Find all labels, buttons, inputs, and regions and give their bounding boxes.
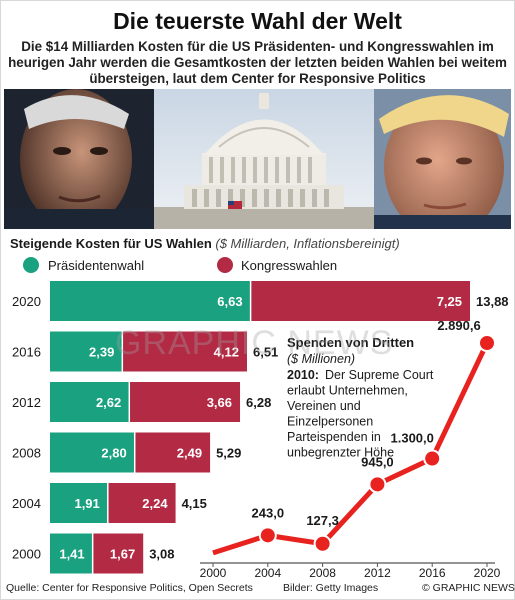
bar-year-label-2012: 2012	[12, 395, 41, 410]
legend-swatch-congressional	[217, 257, 233, 273]
bar-presidential-label-2016: 2,39	[89, 345, 114, 360]
line-x-tick-label-2012: 2012	[364, 566, 391, 580]
line-point-label-2016: 1.300,0	[391, 431, 434, 446]
bar-year-label-2020: 2020	[12, 294, 41, 309]
bar-total-label-2016: 6,51	[253, 345, 278, 360]
line-point-2008	[313, 534, 332, 553]
line-point-2020	[478, 334, 496, 352]
line-annotation-line: Parteispenden in	[287, 430, 381, 444]
bar-congressional-label-2004: 2,24	[142, 496, 168, 511]
chart-heading: Steigende Kosten für US Wahlen ($ Millia…	[10, 236, 400, 251]
line-point-2004	[258, 526, 277, 545]
line-point-2012	[368, 475, 387, 494]
page-subtitle: Die $14 Milliarden Kosten für die US Prä…	[8, 39, 507, 86]
bar-total-label-2004: 4,15	[182, 496, 207, 511]
bar-congressional-label-2012: 3,66	[207, 395, 232, 410]
bar-presidential-label-2012: 2,62	[96, 395, 121, 410]
line-annotation-line: Der Supreme Court	[325, 368, 434, 382]
bar-congressional-2020	[250, 281, 470, 321]
legend-swatch-presidential	[23, 257, 39, 273]
bar-congressional-label-2000: 1,67	[110, 547, 135, 562]
line-series-third-party	[212, 341, 490, 556]
bar-year-label-2000: 2000	[12, 547, 41, 562]
bar-congressional-label-2020: 7,25	[437, 294, 462, 309]
footer-images: Bilder: Getty Images	[283, 582, 379, 594]
bar-congressional-label-2016: 4,12	[214, 345, 239, 360]
line-annotation-line: Einzelpersonen	[287, 415, 373, 429]
line-point-label-2012: 945,0	[361, 454, 394, 469]
chart-heading-main: Steigende Kosten für US Wahlen	[10, 236, 212, 251]
line-point-2016	[423, 449, 442, 468]
watermark: GRAPHIC NEWS	[115, 324, 394, 362]
bar-presidential-2008	[50, 432, 135, 473]
bar-presidential-label-2020: 6,63	[217, 294, 242, 309]
bar-presidential-2004	[50, 483, 108, 523]
bar-congressional-2016	[122, 331, 247, 372]
bar-congressional-2012	[129, 382, 241, 422]
bar-congressional-2004	[107, 483, 176, 523]
bar-presidential-2020	[50, 281, 251, 321]
bar-presidential-label-2004: 1,91	[74, 496, 99, 511]
line-point-label-2020: 2.890,6	[437, 318, 480, 333]
page-title: Die teuerste Wahl der Welt	[113, 8, 402, 34]
line-annotation-year: 2010:	[287, 368, 319, 382]
chart-heading-units: ($ Milliarden, Inflationsbereinigt)	[215, 236, 400, 251]
bar-year-label-2016: 2016	[12, 345, 41, 360]
bar-total-label-2020: 13,88	[476, 294, 509, 309]
line-point-label-2004: 243,0	[252, 505, 285, 520]
footer-credit: © GRAPHIC NEWS	[422, 582, 515, 594]
header-photo	[4, 89, 511, 229]
line-x-tick-label-2008: 2008	[309, 566, 336, 580]
line-x-tick-label-2004: 2004	[254, 566, 281, 580]
bar-congressional-label-2008: 2,49	[177, 446, 202, 461]
footer-source: Quelle: Center for Responsive Politics, …	[6, 582, 253, 594]
bar-total-label-2012: 6,28	[246, 395, 271, 410]
bar-year-label-2004: 2004	[12, 496, 41, 511]
bar-congressional-2000	[92, 533, 144, 574]
line-annotation-line: Vereinen und	[287, 399, 361, 413]
bar-presidential-2016	[50, 331, 123, 372]
line-annotation-line: erlaubt Unternehmen,	[287, 384, 408, 398]
line-x-tick-label-2016: 2016	[419, 566, 446, 580]
line-point-label-2008: 127,3	[306, 513, 339, 528]
legend-label-presidential: Präsidentenwahl	[48, 258, 145, 273]
line-x-tick-label-2020: 2020	[474, 566, 501, 580]
line-x-tick-label-2000: 2000	[200, 566, 227, 580]
line-annotation-line: unbegrenzter Höhe	[287, 446, 394, 460]
bar-congressional-2008	[134, 432, 211, 473]
bar-presidential-2000	[50, 533, 93, 574]
bar-total-label-2000: 3,08	[149, 547, 174, 562]
capitol-photo-illustration	[4, 89, 511, 229]
bar-presidential-label-2000: 1,41	[59, 547, 84, 562]
bar-presidential-2012	[50, 382, 130, 422]
legend-label-congressional: Kongresswahlen	[241, 258, 338, 273]
line-chart-units: ($ Millionen)	[287, 352, 355, 366]
line-chart-title: Spenden von Dritten	[287, 335, 414, 350]
bar-year-label-2008: 2008	[12, 446, 41, 461]
bar-total-label-2008: 5,29	[216, 446, 241, 461]
bar-presidential-label-2008: 2,80	[101, 446, 126, 461]
